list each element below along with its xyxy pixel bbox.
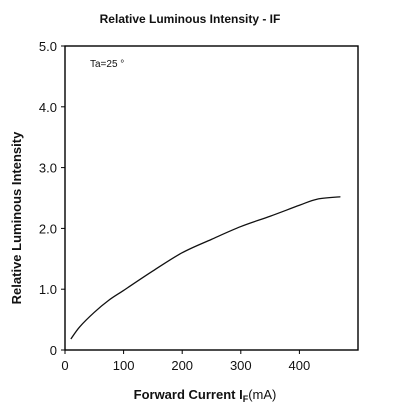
y-tick-label: 2.0 <box>39 221 57 236</box>
chart-title: Relative Luminous Intensity - IF <box>100 12 281 26</box>
y-axis-label: Relative Luminous Intensity <box>9 131 24 304</box>
y-tick-label: 1.0 <box>39 282 57 297</box>
x-axis-label-text: Forward Current I <box>134 387 243 402</box>
x-axis-ticks: 0 100 200 300 400 <box>61 350 310 373</box>
y-tick-label: 4.0 <box>39 100 57 115</box>
series-line-relative-intensity <box>70 196 341 340</box>
x-tick-label: 300 <box>230 358 252 373</box>
y-tick-label: 0 <box>50 343 57 358</box>
x-axis-label-unit: (mA) <box>248 387 276 402</box>
plot-area-frame <box>64 45 359 351</box>
x-tick-label: 400 <box>289 358 311 373</box>
x-axis-label-subscript: F <box>243 394 249 404</box>
series-layer <box>70 196 341 340</box>
annotation-temperature: Ta=25 ° <box>90 59 124 70</box>
x-tick-label: 200 <box>171 358 193 373</box>
x-tick-label: 100 <box>113 358 135 373</box>
y-tick-label: 5.0 <box>39 39 57 54</box>
y-tick-label: 3.0 <box>39 161 57 176</box>
x-axis-label: Forward Current IF(mA) <box>134 387 277 404</box>
y-axis-ticks: 0 1.0 2.0 3.0 4.0 5.0 <box>39 39 65 358</box>
x-tick-label: 0 <box>61 358 68 373</box>
